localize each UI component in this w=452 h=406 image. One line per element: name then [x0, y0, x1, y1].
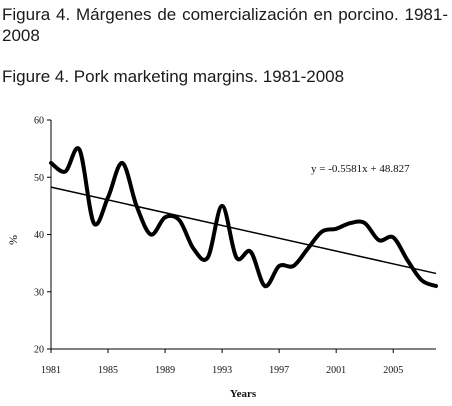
- x-axis-ticks: 1981 1985 1989 1993 1997 2001 2005: [41, 349, 403, 376]
- trend-equation-annotation: y = -0.5581x + 48.827: [311, 163, 410, 175]
- y-tick-label: 50: [34, 173, 44, 184]
- x-tick-label: 1997: [269, 365, 289, 376]
- figure-caption-spanish: Figura 4. Márgenes de comercialización e…: [2, 5, 448, 45]
- y-tick-label: 60: [34, 116, 44, 127]
- chart-axes: [50, 120, 436, 350]
- trend-line: [50, 186, 437, 275]
- x-tick-label: 1993: [212, 365, 232, 376]
- y-tick-label: 30: [34, 287, 44, 298]
- y-tick-label: 20: [34, 345, 44, 356]
- x-tick-label: 2005: [383, 365, 403, 376]
- y-axis-ticks: 20 30 40 50 60: [34, 116, 51, 356]
- x-axis-label: Years: [230, 388, 257, 400]
- x-tick-label: 2001: [326, 365, 346, 376]
- y-axis-label: %: [6, 235, 20, 245]
- x-tick-label: 1981: [41, 365, 61, 376]
- y-tick-label: 40: [34, 230, 44, 241]
- x-tick-label: 1985: [98, 365, 118, 376]
- series-line-margins: [49, 146, 438, 289]
- figure-caption-english: Figure 4. Pork marketing margins. 1981-2…: [2, 67, 345, 86]
- x-tick-label: 1989: [155, 365, 175, 376]
